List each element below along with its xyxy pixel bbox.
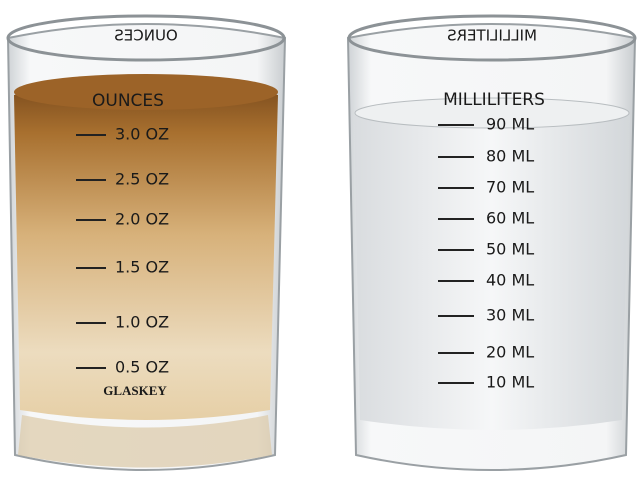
scale-label: 90 ML [486, 115, 534, 134]
scale-label: 1.5 OZ [115, 258, 169, 277]
scale-label: 30 ML [486, 306, 534, 325]
water [354, 105, 630, 430]
scale-label: 40 ML [486, 271, 534, 290]
scale-label: 20 ML [486, 343, 534, 362]
back-label: OUNCES [114, 27, 177, 45]
scale-label: 1.0 OZ [115, 313, 169, 332]
scale-label: 3.0 OZ [115, 125, 169, 144]
brand: GLASKEY [103, 383, 167, 398]
scale-label: 80 ML [486, 147, 534, 166]
glass-rim [347, 14, 637, 62]
scale-label: 70 ML [486, 178, 534, 197]
glass-base [18, 415, 272, 468]
scale-label: 2.0 OZ [115, 210, 169, 229]
glass-heading: OUNCES [92, 91, 164, 111]
scale-label: 10 ML [486, 373, 534, 392]
left-glass [6, 14, 287, 471]
back-label: MILLILITERS [447, 27, 537, 45]
scale-label: 60 ML [486, 209, 534, 228]
glass-rim [6, 14, 286, 62]
scale-label: 50 ML [486, 240, 534, 259]
glass-heading: MILLILITERS [443, 90, 545, 110]
water-surface [354, 97, 630, 129]
right-glass [346, 14, 637, 471]
coffee [14, 82, 278, 420]
coffee-surface [14, 74, 278, 110]
scale-label: 0.5 OZ [115, 358, 169, 377]
scale-label: 2.5 OZ [115, 170, 169, 189]
